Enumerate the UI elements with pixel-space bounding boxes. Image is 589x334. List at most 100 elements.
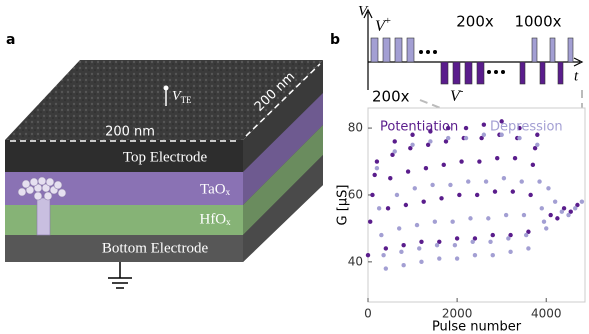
point: [474, 192, 480, 198]
point: [419, 239, 424, 244]
pulses: [370, 37, 574, 85]
point: [548, 212, 553, 218]
point: [421, 199, 426, 204]
point: [512, 155, 518, 161]
t-axis: t: [574, 68, 579, 84]
point: [399, 249, 404, 255]
point: [508, 232, 513, 238]
point: [452, 242, 458, 248]
point: [376, 206, 382, 211]
point: [463, 135, 469, 141]
y-tick-label: 60: [348, 187, 363, 201]
y-axis-label: G [μS]: [336, 185, 351, 226]
layer-label: TaOₓ: [200, 181, 231, 197]
top-face: [5, 60, 323, 140]
point: [392, 149, 397, 154]
point: [463, 125, 469, 131]
point: [468, 216, 473, 221]
point: [401, 263, 406, 268]
repeat-label: 200x: [456, 13, 494, 31]
point: [517, 125, 522, 131]
point: [401, 242, 406, 248]
point: [506, 236, 511, 241]
point: [390, 152, 395, 158]
point: [405, 169, 411, 174]
point: [392, 139, 397, 144]
point: [532, 145, 538, 151]
point: [523, 232, 529, 238]
point: [555, 216, 560, 221]
point: [472, 236, 478, 241]
point: [541, 219, 547, 224]
side-bottom: [243, 155, 323, 262]
layer-label: HfOₓ: [199, 211, 231, 227]
v-minus: V-: [450, 85, 464, 105]
point: [423, 166, 429, 171]
point: [568, 209, 573, 214]
side-hfox: [243, 125, 323, 235]
point: [403, 202, 409, 208]
point: [374, 159, 380, 164]
point: [372, 172, 377, 178]
point: [539, 206, 544, 211]
point: [535, 142, 540, 147]
point: [521, 212, 527, 218]
point: [579, 199, 585, 204]
point: [368, 219, 373, 224]
point: [552, 199, 558, 204]
point: [434, 242, 440, 248]
x-tick-label: 4000: [531, 307, 562, 321]
point: [559, 209, 565, 214]
plot-frame: [367, 107, 586, 303]
repeat-label: 1000x: [514, 13, 561, 31]
v-axis: V: [358, 3, 369, 19]
point: [499, 132, 504, 137]
zoom-label: 200x: [372, 88, 410, 106]
point: [412, 186, 417, 191]
point: [370, 192, 375, 198]
point: [481, 132, 487, 137]
x-axis-label: Pulse number: [432, 320, 522, 334]
layer-label: Top Electrode: [123, 149, 208, 165]
point: [470, 239, 475, 244]
point: [441, 162, 446, 168]
point: [519, 179, 524, 184]
layer-bottom: [5, 235, 243, 262]
point: [508, 249, 513, 255]
point: [428, 129, 433, 134]
point: [526, 229, 531, 234]
point: [430, 182, 435, 188]
vte-label: VTE: [172, 89, 192, 105]
point: [396, 226, 402, 231]
point: [477, 159, 482, 164]
point: [544, 226, 549, 231]
point: [472, 252, 478, 258]
point: [417, 246, 422, 251]
point: [495, 155, 500, 161]
point: [425, 142, 431, 147]
y-tick-label: 80: [348, 121, 363, 135]
point: [528, 192, 533, 198]
point: [381, 252, 386, 258]
side-taox: [243, 93, 323, 205]
point: [561, 206, 567, 211]
v-plus: V+: [375, 15, 391, 35]
point: [486, 216, 491, 221]
legend-entry: Potentiation: [380, 120, 458, 135]
point: [575, 202, 580, 208]
point: [414, 222, 420, 228]
probe-tip: [163, 85, 169, 91]
point: [459, 159, 464, 164]
point: [488, 239, 493, 244]
point: [454, 256, 460, 261]
point: [383, 266, 389, 271]
point: [490, 252, 495, 258]
panel-label: a: [6, 32, 15, 48]
ellipsis: [419, 50, 505, 74]
point: [517, 135, 522, 141]
width-label: 200 nm: [105, 125, 155, 140]
point: [457, 192, 462, 198]
point: [526, 246, 531, 251]
point: [443, 139, 449, 144]
